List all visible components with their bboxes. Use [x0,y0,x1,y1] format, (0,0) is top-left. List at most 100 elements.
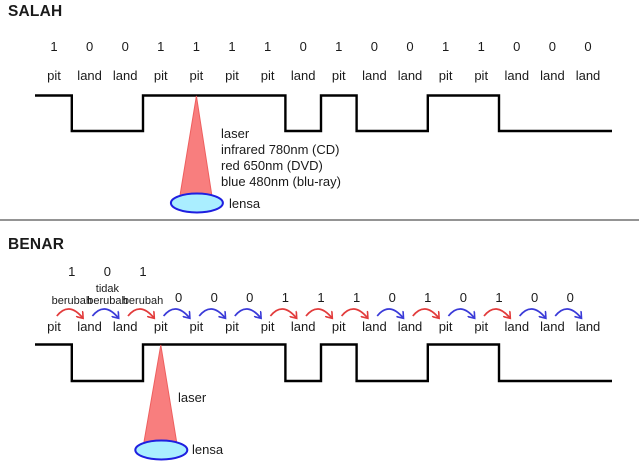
transition-arrow-unchanged [554,308,581,318]
benar-pit-land-label: pit [474,319,489,334]
salah-pit-land-label: pit [438,68,453,83]
benar-waveform [35,343,612,383]
salah-bit-value: 0 [548,39,557,54]
benar-pit-land-label: pit [331,319,346,334]
laser-caption-line-3: red 650nm (DVD) [221,158,323,173]
salah-pit-land-label: land [362,68,387,83]
laser-caption-line-2: infrared 780nm (CD) [221,142,340,157]
salah-pit-land-label: land [575,68,601,83]
salah-laser-caption: laser infrared 780nm (CD) red 650nm (DVD… [221,126,341,190]
salah-bit-value: 0 [584,39,592,54]
benar-laser-label: laser [178,390,207,405]
salah-bit-value: 1 [228,39,236,54]
salah-pit-land-label: land [112,68,138,83]
salah-bit-value: 0 [299,39,307,54]
transition-arrow-changed [412,308,439,318]
transition-arrow-unchanged [162,308,190,318]
change-state-label-line: berubah [51,294,92,307]
benar-pit-land-label: land [397,319,423,334]
benar-pit-land-label: pit [260,319,275,334]
benar-transition-bit: 0 [530,290,539,305]
salah-pit-land-label: pit [225,68,239,83]
transition-arrow-changed [269,308,296,318]
transition-arrow-changed [56,308,83,318]
salah-pit-land-label: pit [474,68,489,83]
salah-bit-value: 1 [263,39,272,54]
benar-pit-land-label: land [290,319,316,334]
benar-pit-land-label: land [575,319,601,334]
salah-bit-value: 0 [121,39,129,54]
salah-pit-land-label: land [540,68,565,83]
salah-pit-land-label: pit [153,68,168,83]
salah-laser-beam [178,95,213,200]
salah-pit-land-label: land [504,68,530,83]
salah-bit-value: 1 [477,39,485,54]
salah-pit-land-label: land [290,68,316,83]
section-title-benar: BENAR [8,236,65,253]
salah-lens-label: lensa [229,196,261,211]
transition-arrow-changed [127,308,154,318]
change-state-label-line: tidak [95,283,120,295]
benar-transition-bit: 0 [459,290,468,305]
transition-arrow-unchanged [91,308,118,318]
benar-pit-land-label: land [362,319,387,334]
salah-bit-value: 0 [513,39,521,54]
benar-transition-bit: 1 [281,290,290,305]
benar-transition-bit: 1 [68,264,76,279]
benar-pit-land-label: land [504,319,530,334]
transition-arrow-changed [340,308,368,318]
transition-arrow-changed [305,308,332,318]
change-state-label-line: berubah [87,294,128,307]
salah-bit-value: 1 [50,39,58,54]
benar-transition-bit: 0 [388,290,396,305]
benar-pit-land-label: pit [225,319,239,334]
salah-pit-land-label: pit [260,68,275,83]
salah-pit-land-label: land [77,68,102,83]
benar-pit-land-label: land [77,319,102,334]
salah-bit-value: 1 [441,39,450,54]
transition-arrow-unchanged [376,308,403,318]
salah-lens [169,192,224,214]
benar-transition-bit: 1 [317,290,325,305]
change-state-label: berubah [122,294,164,308]
benar-transition-bit: 0 [174,290,183,305]
benar-lens-label: lensa [192,442,224,457]
salah-waveform [35,94,612,133]
salah-bit-value: 0 [406,39,414,54]
benar-transition-bit: 1 [139,264,147,279]
salah-pit-land-label: land [397,68,423,83]
salah-bit-value: 0 [85,39,94,54]
transition-arrow-unchanged [447,308,474,318]
salah-pit-land-label: pit [189,68,204,83]
transition-arrow-unchanged [234,308,261,318]
salah-pit-land-label: pit [331,68,346,83]
benar-pit-land-label: land [112,319,138,334]
section-divider [0,219,639,221]
benar-pit-land-label: pit [47,319,61,334]
laser-caption-line-4: blue 480nm (blu-ray) [221,174,341,189]
benar-transition-bit: 1 [424,290,432,305]
benar-transition-bit: 0 [246,290,254,305]
change-state-label-line: berubah [122,294,164,307]
benar-pit-land-label: pit [189,319,204,334]
benar-transition-bit: 1 [495,290,503,305]
benar-laser-beam [143,344,178,444]
salah-bit-value: 1 [335,39,343,54]
transition-arrow-unchanged [198,308,225,318]
laser-caption-line-1: laser [221,126,250,141]
benar-pit-land-label: land [540,319,565,334]
benar-transition-bit: 0 [103,264,112,279]
benar-transition-bit: 0 [566,290,574,305]
transition-arrow-changed [483,308,510,318]
benar-pit-land-label: pit [153,319,168,334]
transition-arrow-unchanged [518,308,546,318]
salah-pit-land-label: pit [47,68,61,83]
change-state-label: tidak berubah [87,283,128,307]
benar-lens [134,439,189,461]
salah-bit-value: 1 [157,39,165,54]
change-state-label: berubah [51,294,92,308]
salah-bit-value: 0 [370,39,379,54]
benar-transition-bit: 0 [210,290,218,305]
